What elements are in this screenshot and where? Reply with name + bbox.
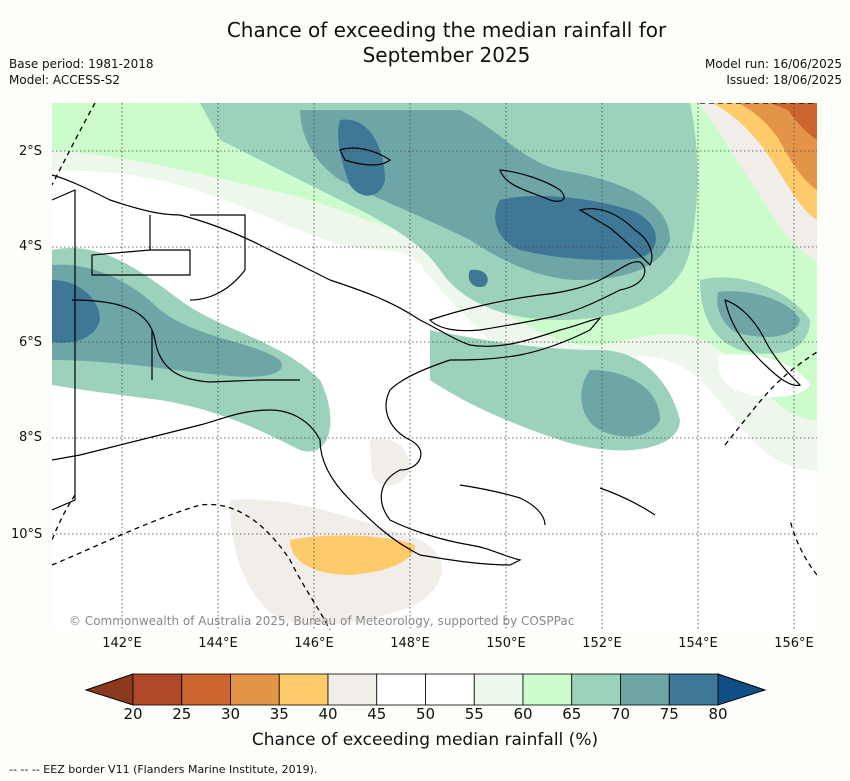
colorbar-swatch [327,673,378,706]
colorbar-tick-label: 80 [708,705,728,723]
colorbar-swatch [425,673,475,706]
colorbar-tick-label: 20 [123,705,143,723]
lon-label-154e: 154°E [678,636,718,651]
base-period-text: Base period: 1981-2018 [9,57,154,71]
colorbar-low-extend [84,673,134,706]
eez-border [52,103,817,630]
title-line-2: September 2025 [362,43,531,67]
lat-label-8s: 8°S [19,430,43,445]
colorbar-tick-label: 55 [464,705,484,723]
copyright-notice: © Commonwealth of Australia 2025, Bureau… [69,614,575,628]
lon-label-144e: 144°E [198,636,238,651]
lon-label-142e: 142°E [102,636,142,651]
colorbar-tick-label: 25 [172,705,192,723]
colorbar-swatch [376,673,426,706]
colorbar [84,673,767,706]
colorbar-tick-label: 35 [269,705,289,723]
lat-label-2s: 2°S [19,144,43,159]
colorbar-swatch [668,673,719,706]
rainfall-field [52,103,817,630]
colorbar-tick-label: 40 [318,705,338,723]
coastline [52,147,802,566]
map-title: Chance of exceeding the median rainfall … [0,18,850,68]
lon-label-156e: 156°E [774,636,814,651]
lon-label-150e: 150°E [486,636,526,651]
lat-label-4s: 4°S [19,239,43,254]
colorbar-tick-label: 75 [659,705,679,723]
colorbar-swatch [571,673,621,706]
model-run-text: Model run: 16/06/2025 [704,57,842,71]
lat-label-10s: 10°S [11,527,43,542]
colorbar-swatch [473,673,524,706]
model-text: Model: ACCESS-S2 [9,73,121,87]
lon-label-148e: 148°E [390,636,430,651]
run-info: Model run: 16/06/2025 Issued: 18/06/2025 [705,56,842,88]
colorbar-label: Chance of exceeding median rainfall (%) [251,730,599,750]
model-info: Base period: 1981-2018 Model: ACCESS-S2 [9,56,154,88]
colorbar-high-extend [717,673,767,706]
colorbar-swatch [522,673,573,706]
colorbar-tick-label: 65 [562,705,582,723]
colorbar-tick-label: 70 [610,705,631,723]
colorbar-swatch [132,673,183,706]
colorbar-tick-label: 60 [513,705,533,723]
lon-label-152e: 152°E [582,636,622,651]
eez-footnote: -- -- -- EEZ border V11 (Flanders Marine… [9,763,318,776]
colorbar-tick-label: 30 [220,705,241,723]
colorbar-swatch [181,673,231,706]
colorbar-tick-label: 45 [367,705,387,723]
graticule [52,103,817,630]
colorbar-swatch [230,673,280,706]
colorbar-swatch [620,673,670,706]
lat-label-6s: 6°S [19,335,43,350]
lon-label-146e: 146°E [294,636,334,651]
issued-text: Issued: 18/06/2025 [726,73,842,87]
colorbar-swatch [278,673,329,706]
title-line-1: Chance of exceeding the median rainfall … [226,18,667,42]
colorbar-tick-label: 50 [415,705,436,723]
